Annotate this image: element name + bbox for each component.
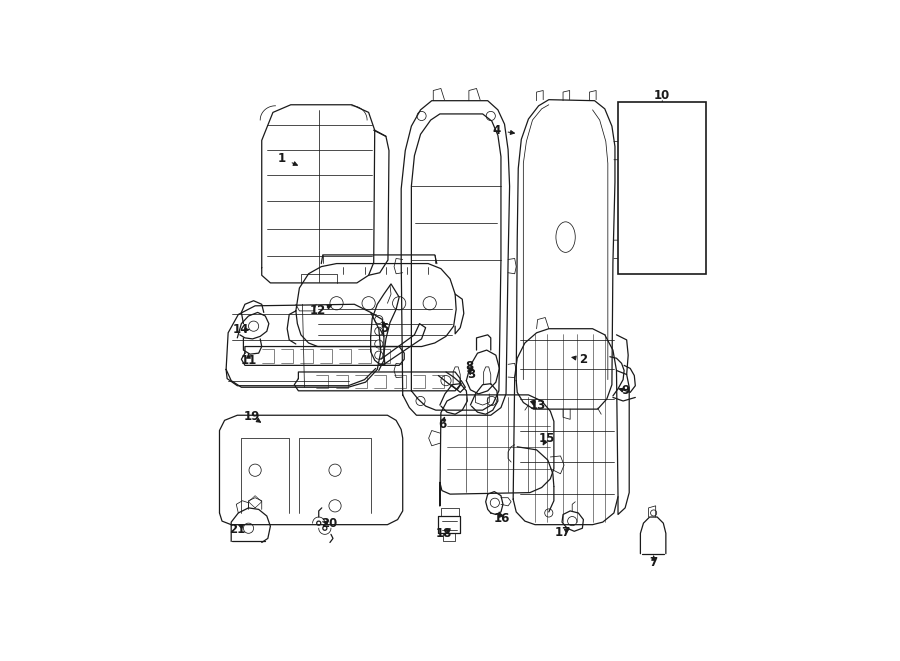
Text: 13: 13 (529, 399, 545, 412)
Text: 10: 10 (654, 89, 670, 102)
Text: 19: 19 (243, 410, 260, 423)
Text: 6: 6 (437, 418, 446, 431)
Text: 16: 16 (494, 512, 510, 525)
Text: 7: 7 (650, 557, 658, 569)
Text: 8: 8 (464, 360, 473, 373)
Text: 11: 11 (240, 354, 256, 367)
Text: 17: 17 (555, 525, 572, 539)
Text: 5: 5 (380, 322, 388, 335)
Text: 14: 14 (233, 323, 249, 336)
Text: 15: 15 (538, 432, 555, 445)
Text: 9: 9 (621, 384, 629, 397)
Text: 18: 18 (436, 527, 452, 540)
Text: 3: 3 (467, 368, 475, 381)
Text: 21: 21 (230, 524, 246, 536)
FancyBboxPatch shape (618, 102, 706, 274)
Text: 20: 20 (320, 517, 337, 529)
Text: 2: 2 (580, 353, 588, 366)
Text: 12: 12 (310, 305, 326, 317)
Text: 1: 1 (278, 152, 286, 165)
Text: 4: 4 (493, 124, 501, 137)
